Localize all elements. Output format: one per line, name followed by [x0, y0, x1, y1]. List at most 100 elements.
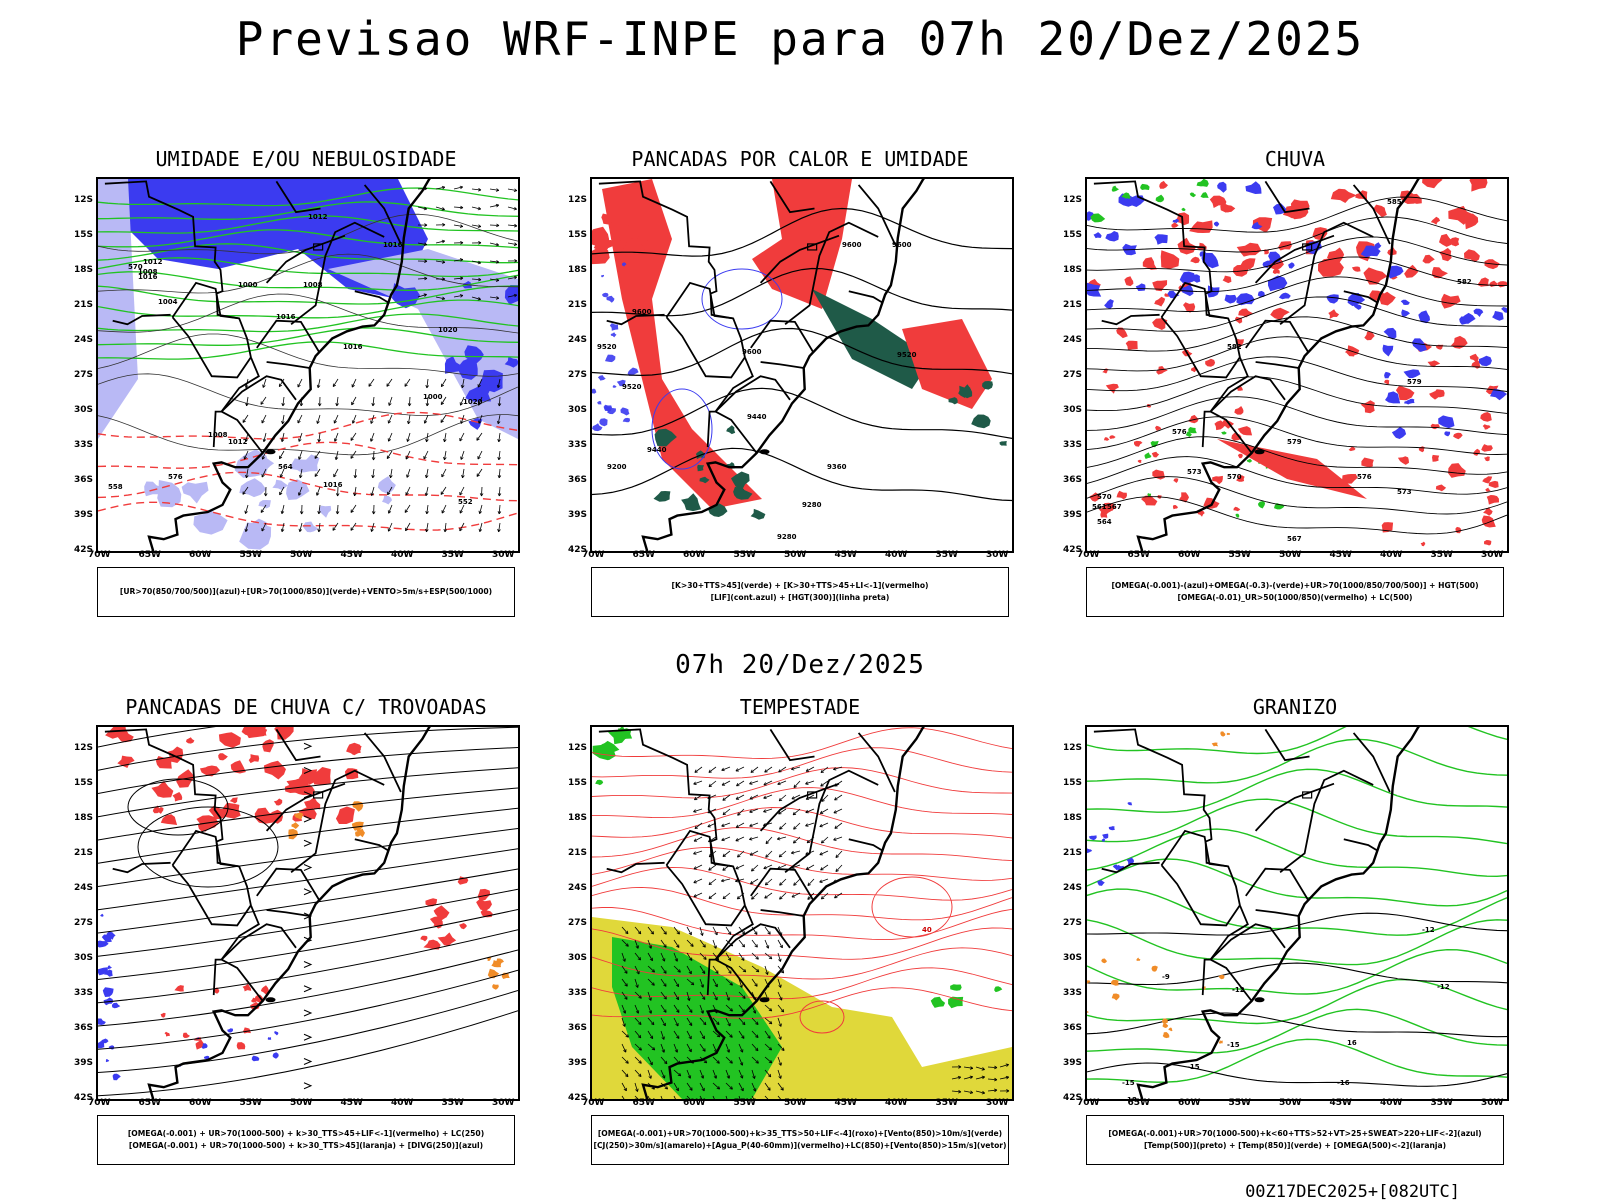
- wind-850-vector: [723, 893, 730, 899]
- omega-rain: [1217, 439, 1367, 499]
- lifted-index-contour: [605, 355, 615, 363]
- humidity-light: [290, 458, 310, 472]
- lat-tick-label: 36S: [568, 1023, 587, 1033]
- lat-tick-label: 24S: [74, 335, 93, 345]
- omega-rain: [1234, 406, 1243, 415]
- lat-tick-label: 18S: [568, 813, 587, 823]
- omega-rain: [1489, 481, 1499, 488]
- precipitable-water-contour: [592, 728, 1012, 759]
- lat-tick-label: 24S: [1063, 335, 1082, 345]
- omega-rain: [1498, 281, 1508, 287]
- state-border: [716, 376, 791, 411]
- lon-tick-label: 50W: [784, 1098, 806, 1108]
- wind-850-vector: [808, 879, 814, 886]
- lon-tick-label: 45W: [341, 1098, 363, 1108]
- lon-tick-label: 35W: [442, 1098, 464, 1108]
- humidity-light: [239, 523, 271, 550]
- thunderstorm-rain: [346, 743, 361, 756]
- omega-rain: [1485, 488, 1490, 492]
- lat-tick-label: 33S: [1063, 440, 1082, 450]
- omega-strong: [1190, 193, 1196, 198]
- omega-weak: [1401, 300, 1410, 305]
- contour-label: -15: [1227, 1041, 1240, 1049]
- coastline: [1138, 727, 1433, 1099]
- omega-rain: [1419, 446, 1425, 452]
- pressure-contour: [98, 374, 518, 416]
- lat-tick-label: 12S: [1063, 743, 1082, 753]
- lon-tick-label: 40W: [885, 550, 907, 560]
- state-border: [1094, 729, 1252, 1001]
- temp-500-contour: [1087, 963, 1507, 984]
- lat-tick-label: 30S: [1063, 405, 1082, 415]
- contour-label: 564: [1097, 518, 1112, 526]
- state-border: [173, 831, 240, 867]
- contour-label: 552: [458, 498, 473, 506]
- legend-line: [K>30+TTS>45](verde) + [K>30+TTS>45+LI<-…: [671, 580, 928, 592]
- omega-weak: [1236, 293, 1255, 305]
- omega-rain: [1159, 181, 1168, 189]
- thunderstorm-k-tts: [291, 822, 299, 829]
- height-500hpa-contour: [1087, 337, 1507, 371]
- omega-strong: [1112, 186, 1119, 192]
- contour-label: 1020: [438, 326, 458, 334]
- lifted-index-contour: [611, 332, 617, 337]
- panel-legend: [OMEGA(-0.001)+UR>70(1000-500)+k>35_TTS>…: [591, 1115, 1009, 1165]
- run-info: 00Z17DEC2025+[082UTC]: [1245, 1182, 1460, 1202]
- lat-tick-label: 21S: [1063, 300, 1082, 310]
- lon-tick-label: 40W: [391, 550, 413, 560]
- lon-tick-label: 60W: [683, 1098, 705, 1108]
- hail-index: [1089, 835, 1097, 840]
- lon-tick-label: 40W: [391, 1098, 413, 1108]
- omega-rain: [1190, 257, 1200, 264]
- contour-label: -12: [1437, 983, 1450, 991]
- lon-tick-label: 70W: [88, 550, 110, 560]
- height-300hpa-contour: [592, 448, 1012, 500]
- panel-title: PANCADAS POR CALOR E UMIDADE: [590, 147, 1010, 171]
- lon-tick-label: 30W: [492, 550, 514, 560]
- lifted-index-contour: [620, 407, 629, 415]
- lat-tick-label: 18S: [74, 813, 93, 823]
- contour-label: 570: [128, 263, 143, 271]
- wind-850-vector: [836, 865, 842, 872]
- lat-tick-label: 18S: [74, 265, 93, 275]
- contour-label: 570: [1097, 493, 1112, 501]
- omega-weak: [1326, 294, 1339, 303]
- wind-850-vector: [821, 837, 828, 843]
- legend-line: [OMEGA(-0.01)_UR>50(1000/850)(vermelho) …: [1178, 592, 1413, 604]
- omega-rain: [1161, 250, 1180, 269]
- omega-rain: [1173, 505, 1178, 509]
- divergence-250: [112, 1003, 120, 1009]
- contour-label: 9440: [647, 446, 667, 454]
- divergence-250: [103, 987, 114, 997]
- map-tempestade: 40: [590, 725, 1014, 1101]
- precipitable-water-contour: [592, 768, 1012, 798]
- lat-tick-label: 21S: [568, 300, 587, 310]
- contour-label: 564: [278, 463, 293, 471]
- omega-rain: [1431, 424, 1440, 430]
- lat-tick-label: 36S: [1063, 1023, 1082, 1033]
- lon-tick-label: 60W: [1178, 550, 1200, 560]
- wind-850-strong: [931, 997, 945, 1008]
- thunderstorm-k-tts: [355, 831, 360, 836]
- lat-tick-label: 12S: [568, 195, 587, 205]
- humidity-light: [286, 479, 309, 500]
- omega-weak: [1438, 415, 1454, 428]
- omega-500: [1136, 958, 1140, 961]
- streamline: [98, 727, 518, 747]
- omega-rain: [1436, 485, 1446, 492]
- lagoon: [760, 449, 770, 454]
- wind-850-vector: [821, 893, 828, 899]
- hail-index: [1087, 848, 1092, 853]
- omega-500: [1163, 1032, 1170, 1038]
- lat-tick-label: 30S: [74, 953, 93, 963]
- lon-tick-label: 50W: [290, 550, 312, 560]
- lon-tick-label: 30W: [1481, 550, 1503, 560]
- contour-label: 9600: [842, 241, 862, 249]
- omega-strong: [1247, 459, 1253, 463]
- state-border: [1162, 865, 1240, 925]
- omega-weak: [1173, 219, 1179, 223]
- streamline-arrow: [304, 889, 311, 895]
- omega-rain: [1189, 220, 1213, 233]
- omega-rain: [1422, 179, 1443, 188]
- thunderstorm-rain: [219, 732, 241, 748]
